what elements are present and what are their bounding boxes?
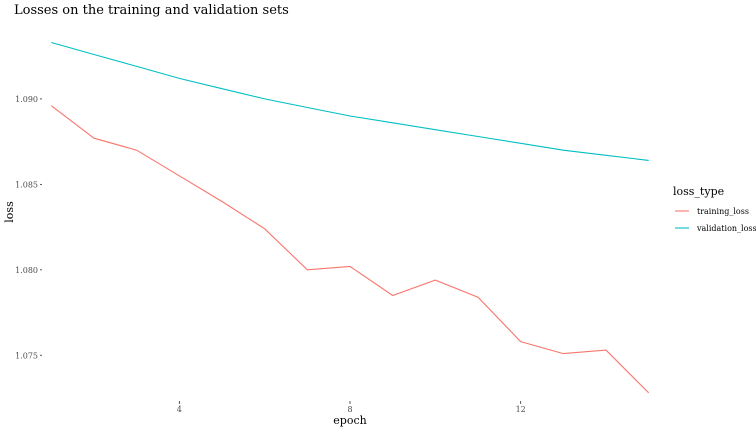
legend-label-validation-loss: validation_loss [696, 224, 756, 233]
x-tick-label: 8 [347, 405, 352, 414]
legend: loss_type training_loss validation_loss [673, 185, 756, 233]
y-axis: 1.075 1.080 1.085 1.090 [15, 95, 42, 360]
y-tick-label: 1.080 [15, 266, 38, 275]
series-line-training-loss [50, 105, 650, 394]
legend-title: loss_type [673, 185, 724, 198]
x-axis: 4 8 12 [177, 401, 526, 414]
chart-title: Losses on the training and validation se… [14, 3, 289, 18]
y-tick-label: 1.075 [15, 351, 38, 360]
x-tick-label: 4 [177, 405, 182, 414]
series-line-validation-loss [51, 41, 649, 161]
y-tick-label: 1.085 [15, 180, 38, 189]
y-axis-label: loss [3, 201, 16, 223]
x-tick-label: 12 [516, 405, 526, 414]
plot-area [50, 41, 650, 394]
y-tick-label: 1.090 [15, 95, 38, 104]
x-axis-label: epoch [333, 414, 366, 427]
legend-label-training-loss: training_loss [697, 207, 749, 216]
